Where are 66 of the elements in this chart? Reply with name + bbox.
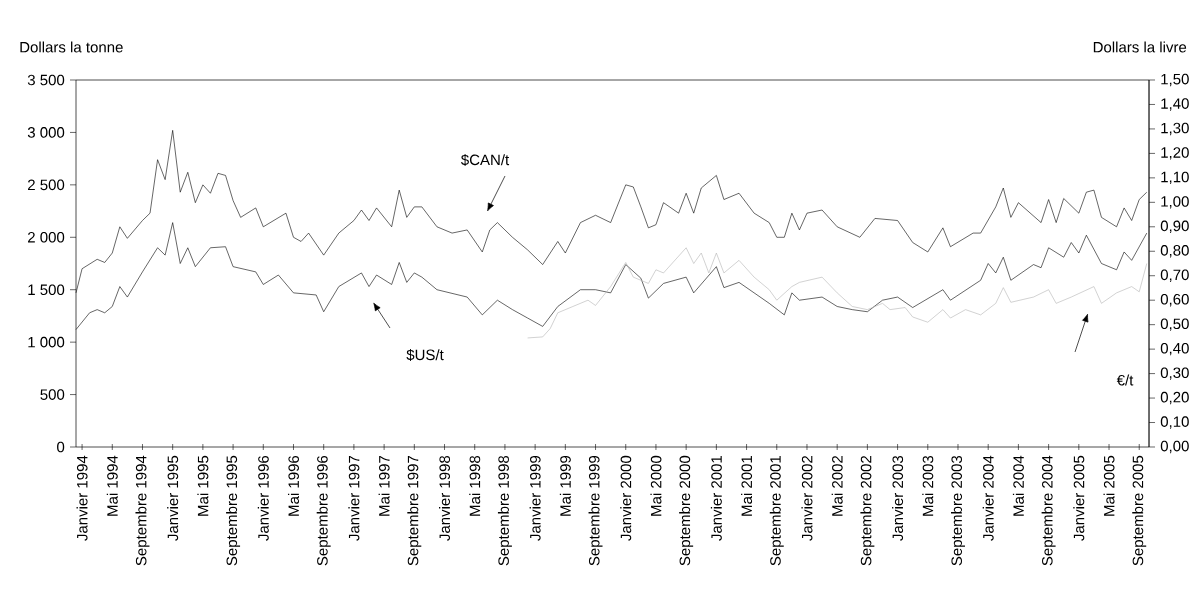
y2-tick-label: 0,50	[1160, 318, 1189, 331]
x-tick-label: Septembre 2005	[1132, 455, 1147, 566]
x-tick-label: Janvier 2005	[1073, 455, 1085, 541]
x-tick-label: Septembre 1998	[497, 455, 512, 566]
x-tick-label: Septembre 1996	[316, 455, 331, 566]
x-tick-label: Mai 1996	[287, 455, 299, 516]
x-tick-label: Janvier 2004	[982, 455, 994, 541]
y2-tick-label: 0,10	[1160, 416, 1189, 429]
x-tick-label: Septembre 2001	[769, 455, 784, 566]
y2-tick-label: 0,30	[1160, 367, 1189, 380]
y-tick-label: 500	[40, 389, 65, 400]
y2-tick-label: 0,90	[1160, 220, 1189, 233]
annotation: €/t	[1116, 374, 1134, 386]
y2-tick-label: 1,50	[1161, 73, 1189, 87]
x-tick-label: Septembre 1997	[407, 455, 422, 566]
y2-axis-title: Dollars la livre	[1093, 41, 1187, 53]
x-tick-label: Janvier 2000	[620, 455, 632, 541]
x-tick-label: Mai 1998	[469, 455, 481, 516]
y-tick-label: 2 500	[28, 179, 65, 191]
x-tick-label: Janvier 2003	[892, 455, 904, 541]
x-tick-label: Septembre 1995	[226, 455, 241, 566]
x-tick-label: Mai 1997	[378, 455, 390, 516]
y2-tick-label: 0,80	[1160, 245, 1189, 258]
x-tick-label: Mai 2000	[650, 455, 662, 516]
y-tick-label: 0	[57, 441, 65, 453]
annotation: $US/t	[406, 348, 444, 362]
x-tick-label: Janvier 1999	[529, 455, 541, 541]
y2-tick-label: 0,60	[1160, 294, 1189, 307]
y2-tick-label: 1,40	[1161, 98, 1189, 111]
y2-tick-label: 1,20	[1161, 147, 1189, 160]
y-tick-label: 1 500	[28, 284, 65, 296]
y2-tick-label: 0,00	[1160, 440, 1189, 454]
x-tick-label: Septembre 2004	[1041, 455, 1056, 566]
y2-tick-label: 1,00	[1161, 196, 1189, 209]
x-tick-label: Janvier 1996	[257, 455, 269, 541]
y2-tick-label: 1,30	[1161, 122, 1189, 136]
x-tick-label: Mai 1999	[559, 455, 571, 516]
y2-tick-label: 0,20	[1160, 391, 1189, 405]
y2-tick-label: 0,70	[1160, 269, 1189, 282]
y2-tick-label: 1,10	[1161, 171, 1189, 185]
x-tick-label: Mai 2002	[831, 455, 843, 516]
y2-tick-label: 0,40	[1160, 342, 1189, 356]
x-tick-label: Septembre 2000	[679, 455, 694, 566]
annotation: $CAN/t	[460, 153, 510, 167]
y-tick-label: 3 500	[27, 74, 65, 86]
y-tick-label: 2 000	[28, 231, 65, 243]
x-tick-label: Janvier 1997	[348, 455, 360, 541]
x-tick-label: Septembre 2003	[951, 455, 965, 566]
x-tick-label: Janvier 1994	[76, 455, 88, 541]
x-tick-label: Janvier 1995	[167, 455, 179, 541]
y-axis-title: Dollars la tonne	[20, 41, 123, 53]
x-tick-label: Janvier 2002	[801, 455, 813, 541]
x-tick-label: Mai 1994	[106, 455, 118, 516]
y-tick-label: 3 000	[27, 127, 65, 138]
x-tick-label: Janvier 2001	[710, 455, 722, 541]
x-tick-label: Mai 1995	[197, 455, 209, 516]
x-tick-label: Janvier 1998	[439, 455, 451, 541]
x-tick-label: Septembre 1999	[588, 455, 603, 566]
x-tick-label: Septembre 1994	[135, 455, 150, 566]
x-tick-label: Mai 2003	[922, 455, 934, 516]
line-series	[527, 247, 1148, 339]
x-tick-label: Mai 2001	[741, 455, 753, 516]
x-tick-label: Mai 2005	[1103, 455, 1115, 516]
x-tick-label: Mai 2004	[1012, 455, 1024, 516]
x-tick-label: Septembre 2002	[860, 455, 875, 566]
y-tick-label: 1 000	[28, 336, 65, 348]
